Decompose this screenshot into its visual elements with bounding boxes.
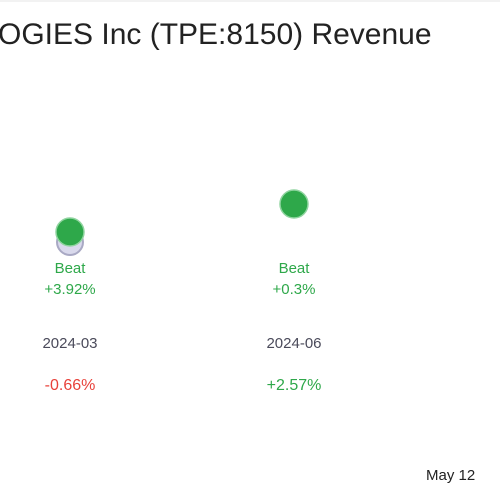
change-label: -0.66% bbox=[45, 377, 96, 394]
points-layer: Beat +3.92% 2024-03 -0.66% Beat +0.3% 2024-06 +… bbox=[42, 189, 322, 394]
period-label: 2024-06 bbox=[266, 335, 321, 352]
change-label: +2.57% bbox=[267, 377, 322, 394]
surprise-label: +3.92% bbox=[44, 281, 95, 298]
date-label: May 12 bbox=[426, 467, 475, 484]
chart-title: OGIES Inc (TPE:8150) Revenue bbox=[0, 18, 432, 51]
result-label: Beat bbox=[279, 260, 311, 277]
actual-marker bbox=[55, 217, 85, 247]
period-label: 2024-03 bbox=[42, 335, 97, 352]
surprise-label: +0.3% bbox=[273, 281, 316, 298]
actual-marker bbox=[279, 189, 309, 219]
result-label: Beat bbox=[55, 260, 87, 277]
